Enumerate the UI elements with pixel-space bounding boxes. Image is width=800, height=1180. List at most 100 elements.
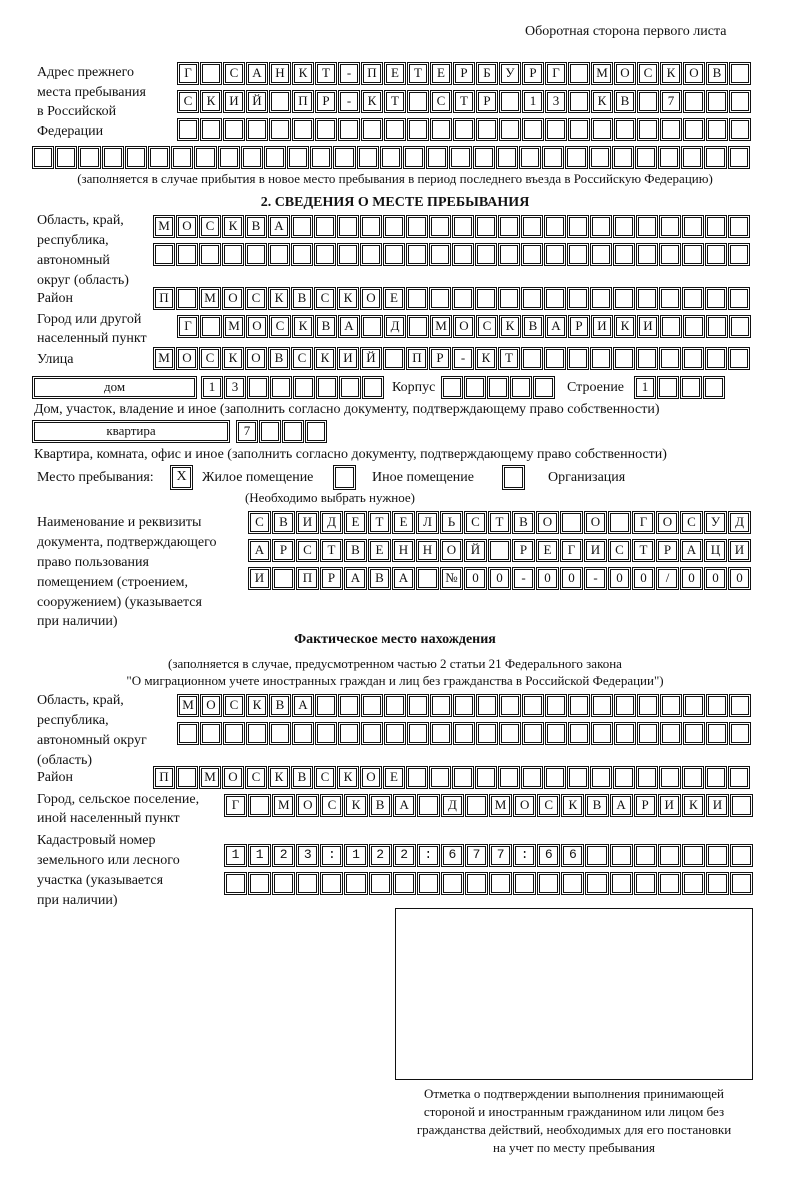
char-cell[interactable] xyxy=(537,844,561,867)
char-cell[interactable]: С xyxy=(680,511,703,534)
char-cell[interactable] xyxy=(560,511,583,534)
char-cell[interactable] xyxy=(585,872,609,895)
char-cell[interactable] xyxy=(728,287,750,310)
char-cell[interactable] xyxy=(269,118,291,141)
char-cell[interactable]: И xyxy=(337,347,359,370)
char-cell[interactable] xyxy=(223,844,248,867)
char-cell[interactable] xyxy=(614,118,636,141)
char-cell[interactable]: Т xyxy=(368,511,391,534)
char-cell[interactable] xyxy=(522,694,544,717)
char-cell[interactable] xyxy=(660,118,682,141)
char-cell[interactable] xyxy=(703,376,725,399)
char-cell[interactable]: С xyxy=(296,539,319,562)
char-cell[interactable]: А xyxy=(246,62,268,85)
char-cell[interactable] xyxy=(272,872,296,895)
char-cell[interactable]: С xyxy=(223,62,245,85)
char-cell[interactable] xyxy=(637,694,659,717)
char-cell[interactable]: М xyxy=(430,315,452,338)
char-cell[interactable] xyxy=(499,118,521,141)
char-cell[interactable] xyxy=(590,766,612,789)
char-cell[interactable]: М xyxy=(177,694,199,717)
char-cell[interactable]: Р xyxy=(633,794,657,817)
char-cell[interactable]: П xyxy=(292,90,314,113)
char-cell[interactable]: К xyxy=(561,794,585,817)
char-cell[interactable] xyxy=(361,722,383,745)
char-cell[interactable] xyxy=(384,722,406,745)
char-cell[interactable] xyxy=(416,844,440,867)
char-cell[interactable]: Д xyxy=(320,511,343,534)
char-cell[interactable]: А xyxy=(248,539,271,562)
char-cell[interactable] xyxy=(636,215,658,238)
char-cell[interactable] xyxy=(659,766,681,789)
char-cell[interactable] xyxy=(729,118,751,141)
char-cell[interactable] xyxy=(296,872,320,895)
char-cell[interactable]: Й xyxy=(464,539,487,562)
char-cell[interactable] xyxy=(498,287,520,310)
char-cell[interactable]: Т xyxy=(320,539,343,562)
char-cell[interactable]: С xyxy=(637,62,659,85)
char-cell[interactable]: М xyxy=(153,347,175,370)
char-cell[interactable] xyxy=(660,722,682,745)
char-cell[interactable] xyxy=(522,722,544,745)
char-cell[interactable] xyxy=(176,243,198,266)
char-cell[interactable] xyxy=(339,376,361,399)
char-cell[interactable]: К xyxy=(268,766,290,789)
char-cell[interactable] xyxy=(464,794,489,817)
char-cell[interactable] xyxy=(240,146,263,169)
char-cell[interactable] xyxy=(361,118,383,141)
char-cell[interactable] xyxy=(683,722,705,745)
char-cell[interactable] xyxy=(565,146,588,169)
char-cell[interactable] xyxy=(567,347,589,370)
char-cell[interactable] xyxy=(683,90,705,113)
char-cell[interactable] xyxy=(407,118,429,141)
char-cell[interactable]: / xyxy=(656,567,679,590)
char-cell[interactable] xyxy=(636,287,658,310)
char-cell[interactable] xyxy=(310,146,333,169)
char-cell[interactable]: С xyxy=(537,794,561,817)
char-cell[interactable] xyxy=(200,62,222,85)
char-cell[interactable] xyxy=(489,872,513,895)
char-cell[interactable]: 0 xyxy=(680,567,703,590)
char-cell[interactable]: 3 xyxy=(545,90,567,113)
char-cell[interactable] xyxy=(487,376,509,399)
char-cell[interactable]: 0 xyxy=(608,567,631,590)
char-cell[interactable]: И xyxy=(637,315,659,338)
char-cell[interactable] xyxy=(498,243,520,266)
char-cell[interactable]: У xyxy=(704,511,727,534)
char-cell[interactable] xyxy=(568,694,590,717)
char-cell[interactable] xyxy=(200,315,222,338)
apt-type-field[interactable]: квартира xyxy=(32,420,230,443)
char-cell[interactable]: Д xyxy=(728,511,751,534)
char-cell[interactable] xyxy=(706,722,728,745)
char-cell[interactable] xyxy=(633,872,657,895)
char-cell[interactable] xyxy=(567,287,589,310)
char-cell[interactable] xyxy=(728,215,750,238)
char-cell[interactable]: А xyxy=(338,315,360,338)
char-cell[interactable]: 0 xyxy=(704,567,727,590)
char-cell[interactable] xyxy=(637,722,659,745)
char-cell[interactable] xyxy=(588,146,611,169)
char-cell[interactable] xyxy=(344,872,368,895)
char-cell[interactable]: М xyxy=(272,794,296,817)
char-cell[interactable] xyxy=(360,215,382,238)
char-cell[interactable] xyxy=(659,347,681,370)
char-cell[interactable] xyxy=(176,287,198,310)
char-cell[interactable] xyxy=(464,872,489,895)
char-cell[interactable] xyxy=(590,243,612,266)
char-cell[interactable] xyxy=(567,243,589,266)
char-cell[interactable] xyxy=(499,694,521,717)
char-cell[interactable] xyxy=(568,90,590,113)
char-cell[interactable] xyxy=(356,146,379,169)
char-cell[interactable] xyxy=(147,146,171,169)
char-cell[interactable]: О xyxy=(614,62,636,85)
char-cell[interactable]: А xyxy=(545,315,567,338)
char-cell[interactable] xyxy=(430,118,452,141)
char-cell[interactable] xyxy=(453,722,475,745)
char-cell[interactable] xyxy=(360,243,382,266)
char-cell[interactable]: Е xyxy=(344,511,367,534)
char-cell[interactable] xyxy=(362,376,384,399)
char-cell[interactable] xyxy=(338,722,360,745)
